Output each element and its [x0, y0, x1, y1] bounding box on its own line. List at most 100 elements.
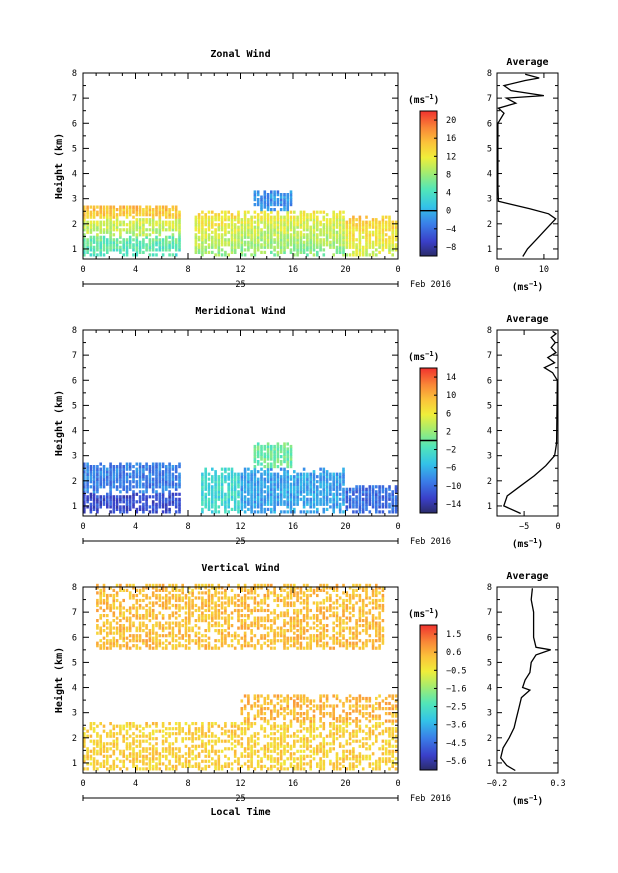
heatmap-cell — [211, 598, 214, 603]
heatmap-cell — [135, 757, 139, 761]
heatmap-cell — [299, 729, 303, 733]
heatmap-cell — [161, 472, 165, 476]
heatmap-cell — [391, 490, 394, 494]
heatmap-cell — [247, 487, 250, 491]
heatmap-cell — [204, 644, 207, 648]
heatmap-cell — [247, 225, 250, 229]
heatmap-cell — [394, 485, 398, 489]
heatmap-cell — [253, 465, 257, 469]
heatmap-cell — [89, 739, 93, 743]
heatmap-cell — [368, 235, 372, 239]
heatmap-cell — [128, 634, 132, 638]
heatmap-cell — [204, 480, 207, 484]
heatmap-cell — [128, 619, 132, 623]
heatmap-cell — [109, 213, 112, 217]
heatmap-cell — [86, 472, 89, 476]
heatmap-cell — [142, 218, 145, 222]
heatmap-cell — [309, 717, 312, 721]
heatmap-cell — [302, 482, 306, 486]
heatmap-cell — [204, 475, 207, 479]
heatmap-cell — [253, 701, 257, 706]
heatmap-cell — [112, 759, 116, 763]
heatmap-cell — [329, 712, 332, 716]
heatmap-cell — [151, 722, 155, 726]
heatmap-cell — [158, 611, 162, 615]
heatmap-cell — [96, 245, 99, 249]
heatmap-cell — [306, 737, 309, 741]
heatmap-cell — [194, 228, 198, 232]
heatmap-cell — [302, 245, 306, 249]
heatmap-cell — [214, 510, 217, 514]
heatmap-cell — [316, 220, 319, 224]
heatmap-cell — [161, 601, 165, 605]
heatmap-cell — [191, 734, 194, 738]
heatmap-cell — [237, 240, 240, 244]
heatmap-cell — [125, 495, 129, 499]
heatmap-cell — [135, 210, 139, 214]
heatmap-cell — [289, 233, 293, 237]
heatmap-cell — [184, 606, 188, 610]
heatmap-cell — [296, 472, 299, 476]
heatmap-cell — [128, 754, 132, 758]
heatmap-cell — [325, 475, 329, 479]
heatmap-cell — [115, 641, 119, 645]
heatmap-cell — [220, 487, 224, 491]
heatmap-cell — [178, 606, 181, 610]
colorbar-tick-label: 12 — [446, 152, 456, 162]
heatmap-cell — [365, 490, 368, 494]
heatmap-cell — [335, 487, 339, 491]
heatmap-cell — [329, 747, 332, 751]
heatmap-cell — [279, 230, 283, 234]
heatmap-cell — [102, 608, 106, 613]
heatmap-cell — [135, 480, 139, 484]
heatmap-cell — [155, 752, 158, 756]
heatmap-cell — [224, 210, 227, 214]
heatmap-cell — [233, 497, 237, 501]
heatmap-cell — [99, 646, 102, 650]
heatmap-cell — [92, 208, 96, 212]
heatmap-cell — [365, 502, 368, 506]
heatmap-cell — [158, 475, 162, 479]
heatmap-cell — [125, 497, 129, 501]
heatmap-cell — [151, 462, 155, 466]
heatmap-cell — [99, 626, 102, 630]
heatmap-cell — [148, 583, 152, 587]
heatmap-cell — [316, 495, 319, 499]
heatmap-cell — [224, 619, 227, 623]
heatmap-cell — [263, 223, 267, 227]
heatmap-cell — [122, 480, 125, 484]
heatmap-cell — [365, 507, 368, 511]
heatmap-cell — [260, 505, 263, 509]
heatmap-cell — [161, 210, 165, 214]
heatmap-cell — [253, 505, 257, 509]
heatmap-cell — [250, 749, 253, 753]
heatmap-cell — [276, 724, 280, 728]
heatmap-cell — [158, 480, 162, 484]
heatmap-cell — [83, 235, 86, 239]
heatmap-cell — [96, 626, 99, 630]
heatmap-cell — [279, 444, 283, 449]
heatmap-cell — [332, 213, 335, 217]
heatmap-cell — [135, 507, 139, 511]
heatmap-cell — [299, 235, 303, 239]
heatmap-cell — [194, 757, 198, 761]
heatmap-cell — [368, 495, 372, 499]
heatmap-cell — [237, 482, 240, 486]
heatmap-cell — [115, 621, 119, 625]
heatmap-cell — [247, 502, 250, 506]
heatmap-cell — [283, 749, 286, 753]
heatmap-cell — [151, 603, 155, 608]
heatmap-cell — [240, 220, 244, 224]
heatmap-cell — [270, 200, 273, 204]
heatmap-cell — [89, 749, 93, 753]
heatmap-cell — [247, 752, 250, 756]
heatmap-cell — [283, 729, 286, 733]
heatmap-cell — [276, 200, 280, 204]
heatmap-cell — [224, 608, 227, 613]
heatmap-cell — [230, 238, 234, 242]
heatmap-cell — [178, 482, 181, 486]
heatmap-cell — [224, 238, 227, 242]
heatmap-cell — [345, 253, 349, 257]
heatmap-cell — [204, 639, 207, 643]
heatmap-cell — [96, 233, 99, 237]
